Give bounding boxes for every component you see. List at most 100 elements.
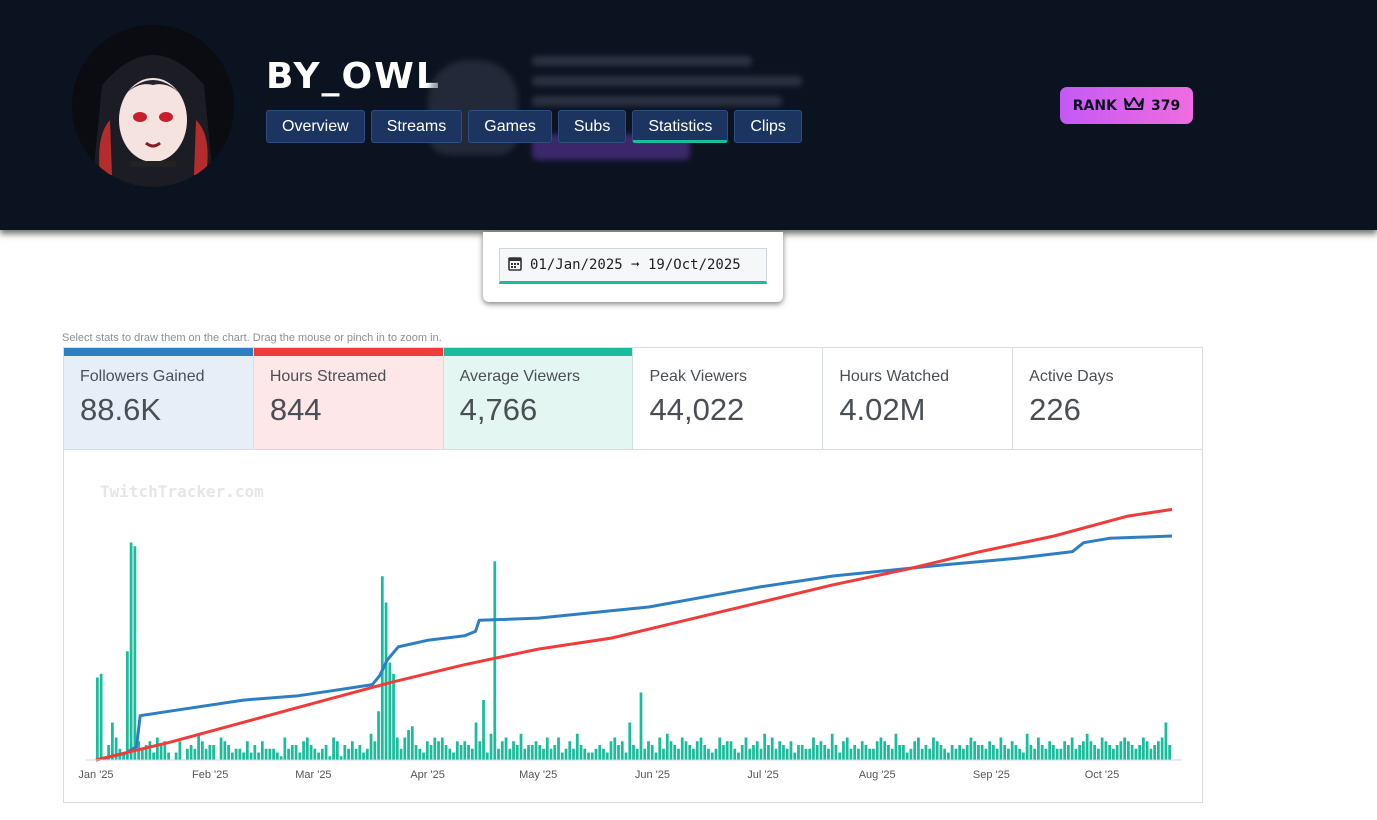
avg-viewers-bar[interactable] [748, 748, 752, 760]
avg-viewers-bar[interactable] [500, 741, 504, 760]
avg-viewers-bar[interactable] [830, 733, 834, 760]
avg-viewers-bar[interactable] [470, 748, 474, 760]
avg-viewers-bar[interactable] [542, 748, 545, 760]
avg-viewers-bar[interactable] [197, 733, 200, 760]
avg-viewers-bar[interactable] [815, 745, 819, 760]
avg-viewers-bar[interactable] [984, 748, 988, 760]
avg-viewers-bar[interactable] [1097, 748, 1100, 760]
avg-viewers-bar[interactable] [864, 745, 868, 760]
avg-viewers-bar[interactable] [999, 737, 1003, 761]
avg-viewers-bar[interactable] [410, 726, 414, 760]
avg-viewers-bar[interactable] [1048, 741, 1052, 760]
avg-viewers-bar[interactable] [725, 741, 729, 760]
avg-viewers-bar[interactable] [249, 752, 253, 761]
avg-viewers-bar[interactable] [744, 737, 748, 761]
avg-viewers-bar[interactable] [309, 745, 313, 760]
date-range-picker[interactable]: 01/Jan/2025 ➞ 19/Oct/2025 [499, 248, 767, 284]
avg-viewers-bar[interactable] [530, 745, 534, 760]
avg-viewers-bar[interactable] [133, 546, 137, 760]
avg-viewers-bar[interactable] [129, 542, 133, 761]
avg-viewers-bar[interactable] [819, 741, 823, 760]
avg-viewers-bar[interactable] [654, 752, 658, 761]
avg-viewers-bar[interactable] [605, 752, 609, 761]
avg-viewers-bar[interactable] [590, 752, 594, 761]
avg-viewers-bar[interactable] [365, 748, 369, 760]
avg-viewers-bar[interactable] [1153, 745, 1156, 760]
avg-viewers-bar[interactable] [650, 745, 654, 760]
avg-viewers-bar[interactable] [362, 752, 365, 761]
avg-viewers-bar[interactable] [962, 748, 965, 760]
avg-viewers-bar[interactable] [1070, 737, 1074, 761]
avg-viewers-bar[interactable] [579, 745, 583, 760]
avg-viewers-bar[interactable] [1112, 748, 1115, 760]
avg-viewers-bar[interactable] [1033, 748, 1037, 760]
avg-viewers-bar[interactable] [857, 748, 860, 760]
avg-viewers-bar[interactable] [632, 745, 635, 760]
avg-viewers-bar[interactable] [838, 752, 842, 761]
chart-canvas[interactable]: TwitchTracker.com Jan '25 Feb '25 Mar '25 A… [64, 450, 1204, 803]
avg-viewers-bar[interactable] [448, 748, 452, 760]
avg-viewers-bar[interactable] [849, 748, 853, 760]
avg-viewers-bar[interactable] [890, 748, 894, 760]
stat-hours-streamed[interactable]: Hours Streamed 844 [253, 348, 444, 449]
avg-viewers-bar[interactable] [347, 748, 350, 760]
avg-viewers-bar[interactable] [178, 741, 182, 760]
avg-viewers-bar[interactable] [125, 651, 129, 760]
avg-viewers-bar[interactable] [804, 748, 808, 760]
avg-viewers-bar[interactable] [1018, 748, 1022, 760]
avg-viewers-bar[interactable] [707, 748, 710, 760]
avg-viewers-bar[interactable] [193, 748, 197, 760]
avg-viewers-bar[interactable] [429, 745, 433, 760]
avg-viewers-bar[interactable] [1025, 733, 1029, 760]
avg-viewers-bar[interactable] [414, 745, 418, 760]
avg-viewers-bar[interactable] [823, 745, 827, 760]
avg-viewers-bar[interactable] [883, 741, 887, 760]
avg-viewers-bar[interactable] [572, 748, 575, 760]
avg-viewers-bar[interactable] [114, 737, 118, 761]
avg-viewers-bar[interactable] [523, 748, 527, 760]
avg-viewers-bar[interactable] [257, 752, 260, 761]
avg-viewers-bar[interactable] [1160, 737, 1164, 761]
tab-overview[interactable]: Overview [266, 110, 365, 143]
avg-viewers-bar[interactable] [699, 737, 703, 761]
avg-viewers-bar[interactable] [875, 741, 879, 760]
avg-viewers-bar[interactable] [628, 722, 632, 761]
rank-badge[interactable]: RANK 379 [1060, 87, 1193, 124]
avg-viewers-bar[interactable] [482, 700, 485, 760]
avg-viewers-bar[interactable] [234, 748, 238, 760]
avg-viewers-bar[interactable] [317, 752, 320, 761]
avg-viewers-bar[interactable] [1067, 745, 1070, 760]
avg-viewers-bar[interactable] [887, 745, 890, 760]
avg-viewers-bar[interactable] [800, 745, 804, 760]
avg-viewers-bar[interactable] [575, 733, 579, 760]
avg-viewers-bar[interactable] [617, 745, 620, 760]
avg-viewers-bar[interactable] [407, 730, 410, 760]
stat-followers-gained[interactable]: Followers Gained 88.6K [64, 348, 254, 449]
avg-viewers-bar[interactable] [718, 737, 722, 761]
avg-viewers-bar[interactable] [459, 745, 463, 760]
avg-viewers-bar[interactable] [568, 741, 572, 760]
avg-viewers-bar[interactable] [643, 748, 647, 760]
avg-viewers-bar[interactable] [943, 748, 947, 760]
avg-viewers-bar[interactable] [688, 745, 692, 760]
avg-viewers-bar[interactable] [695, 741, 699, 760]
avg-viewers-bar[interactable] [1127, 741, 1130, 760]
avg-viewers-bar[interactable] [1078, 745, 1082, 760]
avg-viewers-bar[interactable] [260, 741, 264, 760]
avg-viewers-bar[interactable] [992, 745, 995, 760]
avg-viewers-bar[interactable] [200, 741, 204, 760]
avg-viewers-bar[interactable] [1130, 745, 1134, 760]
avg-viewers-bar[interactable] [917, 737, 920, 761]
avg-viewers-bar[interactable] [894, 733, 898, 760]
avg-viewers-bar[interactable] [950, 745, 954, 760]
stats-chart[interactable]: TwitchTracker.com Jan '25 Feb '25 Mar '25 A… [63, 450, 1203, 803]
avg-viewers-bar[interactable] [954, 748, 958, 760]
avg-viewers-bar[interactable] [673, 745, 677, 760]
avg-viewers-bar[interactable] [155, 737, 159, 761]
avg-viewers-bar[interactable] [384, 602, 388, 761]
avg-viewers-bar[interactable] [1168, 745, 1171, 760]
avg-viewers-bar[interactable] [635, 748, 639, 760]
followers-line[interactable] [95, 534, 1173, 762]
avg-viewers-bar[interactable] [534, 741, 538, 760]
avg-viewers-bar[interactable] [868, 748, 872, 760]
